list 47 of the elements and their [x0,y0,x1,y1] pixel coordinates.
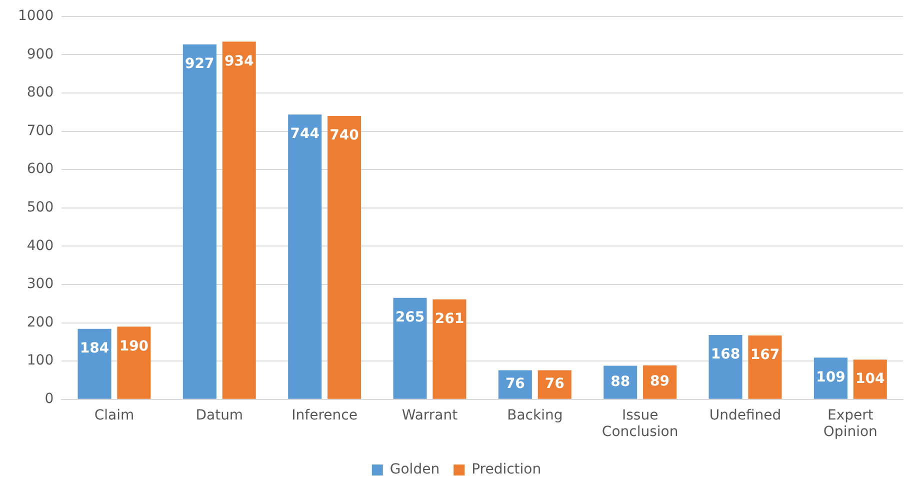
y-tick-label: 0 [44,391,54,408]
bar [117,326,151,399]
bar [328,116,362,399]
data-label: 89 [650,374,670,390]
x-tick-label: Claim [94,407,134,424]
data-label: 740 [330,128,360,144]
x-tick-label: Undefined [709,407,782,424]
data-label: 744 [290,126,320,142]
bar [288,114,322,399]
data-label: 927 [185,56,214,72]
legend-label: Golden [390,462,440,478]
x-tick-label: Datum [196,407,244,424]
x-tick-label: Expert Opinion [823,407,878,440]
legend-label: Prediction [472,462,542,478]
bar [78,328,112,399]
bar [182,44,216,399]
y-tick-label: 100 [26,352,54,369]
bar [222,42,256,399]
y-tick-label: 500 [26,200,54,216]
y-tick-label: 1000 [18,8,54,24]
x-tick-label: Issue Conclusion [602,407,678,440]
data-label: 934 [224,53,254,70]
data-label: 265 [395,310,425,326]
y-tick-label: 600 [26,161,54,178]
data-label: 109 [816,369,846,386]
y-tick-label: 400 [26,238,54,254]
data-label: 184 [80,340,110,357]
x-tick-label: Inference [292,407,358,424]
bar [393,298,427,399]
data-label: 104 [856,370,885,387]
data-label: 168 [710,346,740,363]
data-label: 167 [750,347,780,364]
bar [708,335,742,399]
data-label: 88 [610,374,630,390]
data-label: 261 [434,311,464,328]
bar [432,299,466,399]
y-tick-label: 700 [26,122,54,139]
x-tick-label: Backing [507,407,563,424]
data-label: 76 [544,376,564,392]
y-tick-label: 200 [26,314,54,330]
y-tick-label: 300 [26,276,54,292]
data-label: 190 [119,338,149,354]
data-label: 76 [505,376,525,392]
y-tick-label: 800 [26,84,54,101]
bar [748,335,782,399]
x-tick-label: Warrant [402,407,458,424]
y-tick-label: 900 [26,46,54,62]
